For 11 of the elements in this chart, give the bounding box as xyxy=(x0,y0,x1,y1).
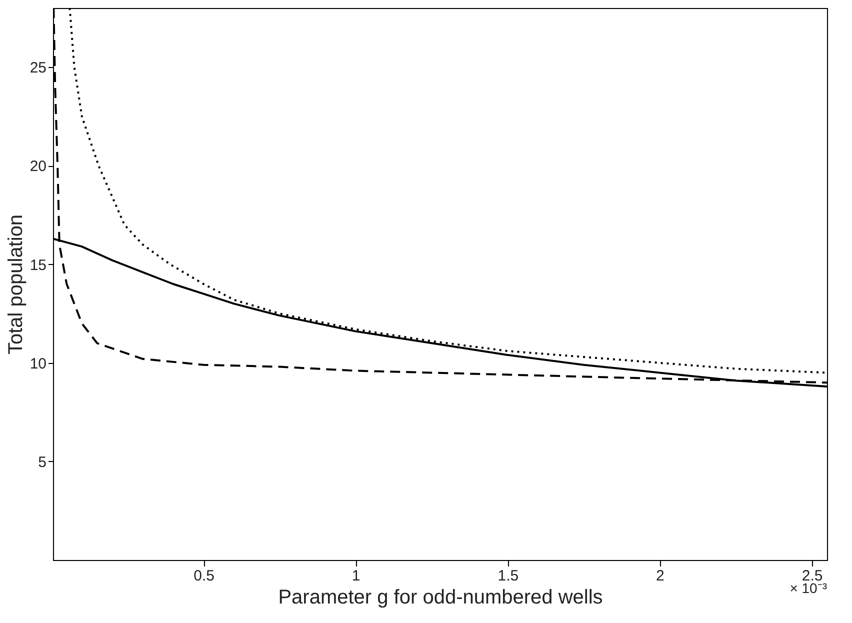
y-tick-label: 20 xyxy=(30,158,46,176)
y-tick-label: 15 xyxy=(30,256,46,274)
x-tick-label: 1.5 xyxy=(498,568,519,584)
x-axis-title: Parameter g for odd-numbered wells xyxy=(278,586,603,608)
y-tick-label: 10 xyxy=(30,355,46,372)
y-tick-label: 25 xyxy=(30,60,46,77)
y-tick-label: 5 xyxy=(38,454,46,471)
x-tick-label: 0.5 xyxy=(194,568,214,584)
x-tick-label: 1 xyxy=(352,568,360,584)
x-tick-label: 2 xyxy=(656,568,664,584)
y-axis-title: Total population xyxy=(4,214,27,355)
